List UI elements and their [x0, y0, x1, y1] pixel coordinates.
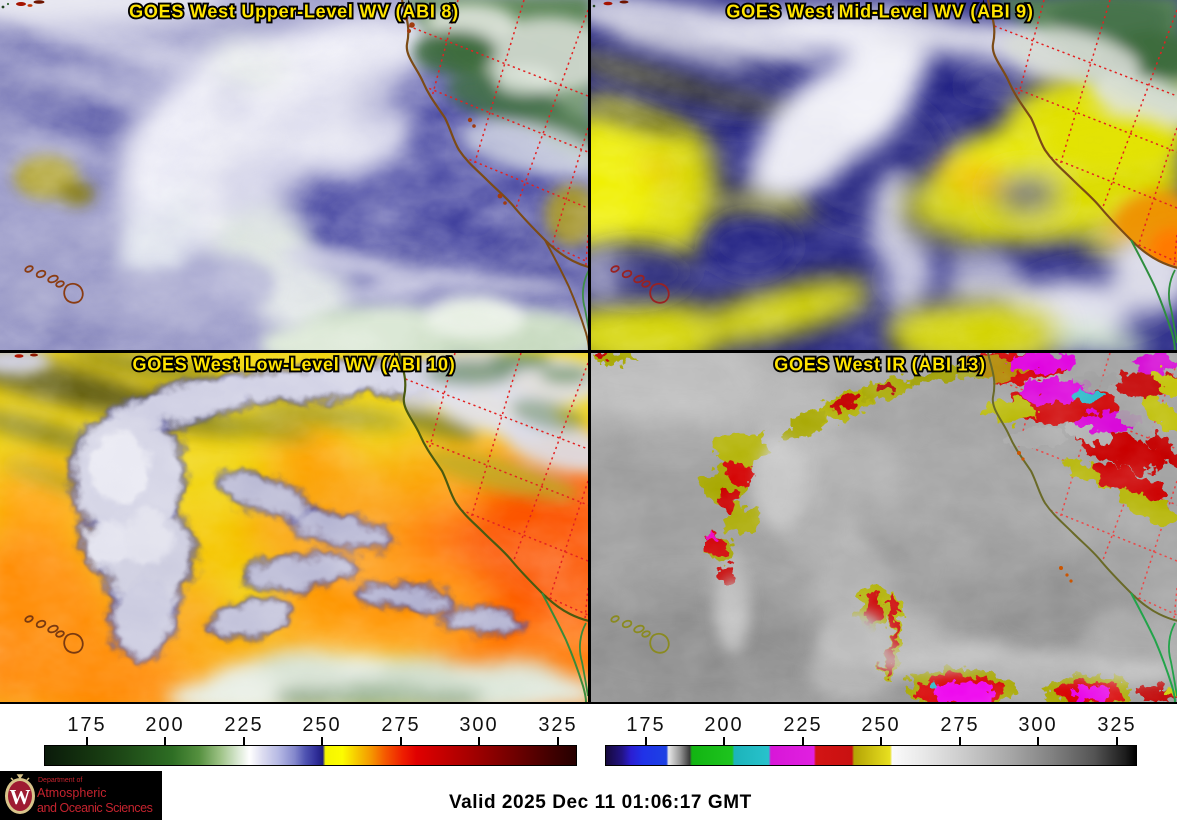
svg-text:GOES West IR (ABI 13): GOES West IR (ABI 13): [774, 355, 985, 375]
svg-text:GOES West Mid-Level WV (ABI 9): GOES West Mid-Level WV (ABI 9): [726, 2, 1033, 22]
svg-text:GOES West Low-Level WV (ABI 10: GOES West Low-Level WV (ABI 10): [133, 355, 456, 375]
svg-text:GOES West Upper-Level WV (ABI: GOES West Upper-Level WV (ABI 8): [129, 2, 459, 22]
svg-text:W: W: [10, 785, 31, 809]
